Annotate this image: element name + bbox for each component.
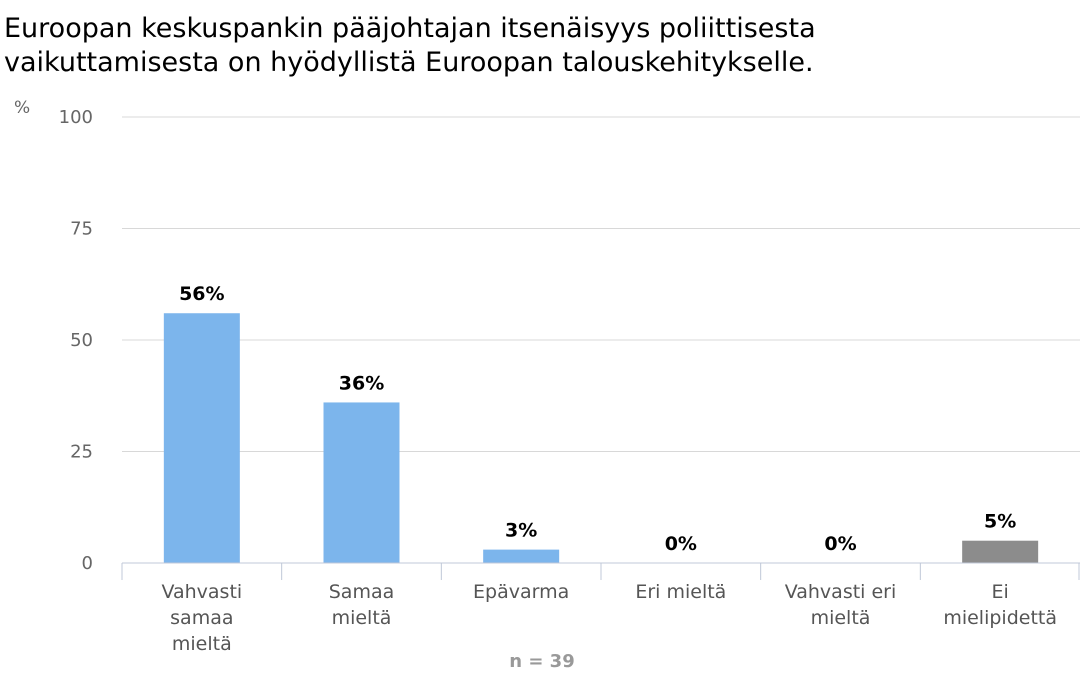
category-label-1: Vahvasti samaa mieltä — [161, 581, 242, 655]
category-label-line: mieltä — [172, 633, 232, 655]
category-label-5: Vahvasti eri mieltä — [785, 581, 897, 629]
category-label-line: mielipidettä — [943, 607, 1057, 629]
x-axis — [121, 562, 1080, 580]
category-label-line: Eri mieltä — [635, 581, 726, 603]
y-tick-label-0: 0 — [82, 553, 93, 574]
category-label-line: mieltä — [332, 607, 392, 629]
bar-6 — [962, 540, 1039, 563]
category-label-line: Vahvasti eri — [785, 581, 897, 603]
grid-lines — [122, 116, 1080, 452]
bars — [163, 313, 1039, 563]
chart-title: Euroopan keskuspankin pääjohtajan itsenä… — [4, 12, 1064, 80]
y-axis-unit-label: % — [14, 98, 30, 118]
y-tick-label-50: 50 — [70, 330, 93, 351]
y-axis-ticks: 0 25 50 75 100 — [59, 107, 93, 574]
category-label-line: Epävarma — [473, 581, 569, 603]
category-label-4: Eri mieltä — [635, 581, 726, 603]
bar-1 — [163, 313, 240, 563]
category-label-3: Epävarma — [473, 581, 569, 603]
data-label-2: 36% — [339, 372, 384, 394]
category-label-line: Vahvasti — [161, 581, 242, 603]
category-label-2: Samaa mieltä — [329, 581, 395, 629]
bar-2 — [323, 402, 400, 563]
y-tick-label-75: 75 — [70, 219, 93, 240]
data-label-5: 0% — [824, 533, 856, 555]
category-label-line: samaa — [170, 607, 233, 629]
chart-title-line-1: Euroopan keskuspankin pääjohtajan itsenä… — [4, 13, 816, 44]
category-label-line: Samaa — [329, 581, 395, 603]
y-tick-label-25: 25 — [70, 442, 93, 463]
category-label-line: mieltä — [811, 607, 871, 629]
bar-3 — [483, 549, 560, 563]
category-label-line: Ei — [992, 581, 1009, 603]
data-label-4: 0% — [665, 533, 697, 555]
data-label-3: 3% — [505, 520, 537, 542]
sample-size-note: n = 39 — [509, 651, 574, 672]
category-labels: Vahvasti samaa mieltä Samaa mieltä Epävarma Er… — [161, 581, 1057, 655]
data-label-1: 56% — [179, 283, 224, 305]
data-labels: 56% 36% 3% 0% 0% 5% — [179, 283, 1016, 555]
data-label-6: 5% — [984, 511, 1016, 533]
category-label-6: Ei mielipidettä — [943, 581, 1057, 629]
y-tick-label-100: 100 — [59, 107, 93, 128]
chart-title-line-2: vaikuttamisesta on hyödyllistä Euroopan … — [4, 47, 814, 78]
